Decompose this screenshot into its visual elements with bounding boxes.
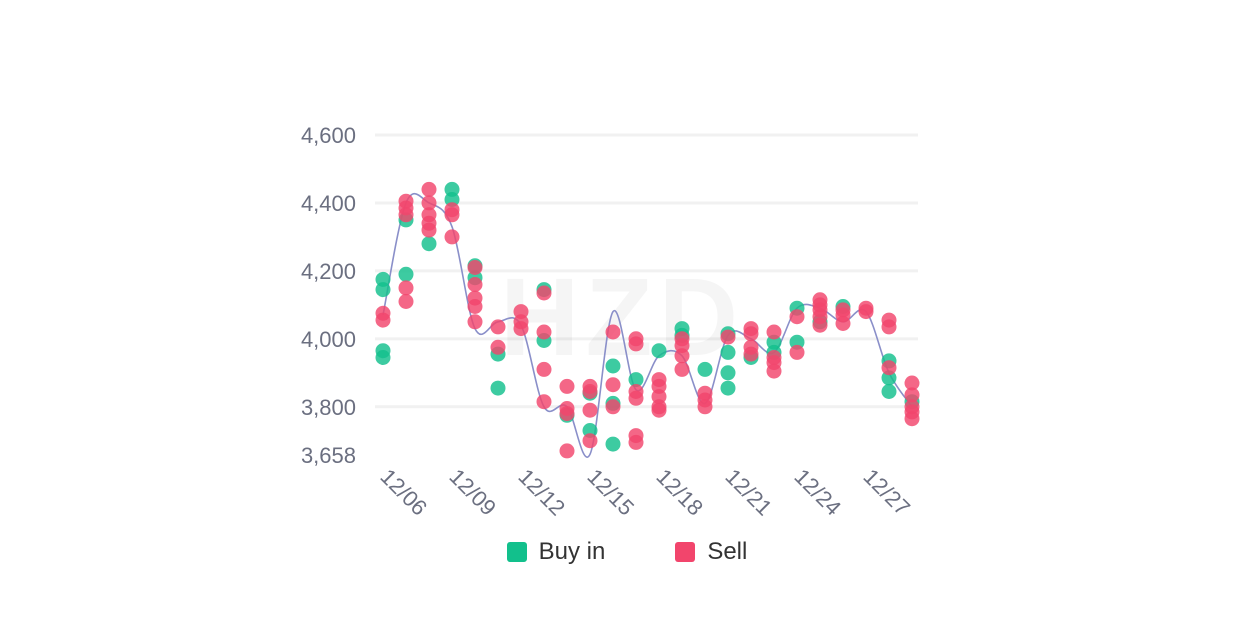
x-tick-label: 12/12 <box>513 464 570 521</box>
sell-point <box>628 336 644 352</box>
y-tick-label: 4,200 <box>301 259 356 284</box>
sell-point <box>605 324 621 340</box>
x-tick-label: 12/24 <box>789 464 846 521</box>
sell-point <box>559 443 575 459</box>
sell-point <box>858 304 874 320</box>
buy-in-point <box>651 343 667 359</box>
buy-in-point <box>398 266 414 282</box>
sell-point <box>881 360 897 376</box>
x-axis: 12/06 12/09 12/12 12/15 12/18 12/21 12/24 12/27 <box>375 464 915 521</box>
x-tick-label: 12/27 <box>858 464 915 521</box>
sell-point <box>628 434 644 450</box>
sell-point <box>789 309 805 325</box>
sell-point <box>789 344 805 360</box>
sell-point <box>697 399 713 415</box>
x-tick-label: 12/18 <box>651 464 708 521</box>
sell-point <box>766 324 782 340</box>
sell-point <box>398 294 414 309</box>
buy-in-point <box>881 384 897 399</box>
sell-point <box>582 402 598 418</box>
sell-point <box>720 329 736 345</box>
sell-point <box>421 181 437 197</box>
legend-swatch-buy-in <box>506 542 527 562</box>
buy-in-point <box>697 361 713 377</box>
sell-point <box>766 363 782 379</box>
legend-label-sell: Sell <box>707 538 748 565</box>
sell-point <box>536 361 552 377</box>
sell-points <box>375 181 920 459</box>
sell-point <box>559 378 575 394</box>
sell-point <box>536 285 552 301</box>
sell-point <box>904 387 920 403</box>
sell-point <box>835 316 851 331</box>
buy-in-point <box>720 365 736 381</box>
sell-point <box>674 348 690 364</box>
legend-swatch-sell <box>675 542 696 562</box>
buy-in-point <box>421 236 437 252</box>
sell-point <box>582 384 598 399</box>
sell-point <box>674 361 690 377</box>
sell-point <box>743 346 759 362</box>
legend-label-buy-in: Buy in <box>538 538 606 565</box>
x-tick-label: 12/09 <box>444 464 501 521</box>
sell-point <box>536 324 552 340</box>
legend: Buy in Sell <box>0 538 1254 566</box>
watermark-text: HZD <box>500 256 744 379</box>
sell-point <box>904 375 920 391</box>
x-tick-label: 12/06 <box>375 464 432 521</box>
buy-in-point <box>375 282 391 298</box>
y-axis: 4,600 4,400 4,200 4,000 3,800 3,658 <box>301 123 356 468</box>
x-tick-label: 12/15 <box>582 464 639 521</box>
y-tick-label: 4,400 <box>301 191 356 216</box>
gridlines <box>375 133 918 409</box>
buy-in-point <box>720 344 736 360</box>
sell-point <box>444 207 460 223</box>
sell-point <box>421 195 437 211</box>
sell-point <box>467 260 483 275</box>
y-tick-label: 3,800 <box>301 395 356 420</box>
sell-point <box>605 377 621 393</box>
sell-point <box>536 394 552 410</box>
buy-in-point <box>628 372 644 388</box>
sell-point <box>812 317 828 333</box>
sell-point <box>904 411 920 427</box>
sell-point <box>398 280 414 296</box>
y-tick-label: 4,600 <box>301 123 356 148</box>
buy-in-point <box>605 358 621 374</box>
sell-point <box>467 277 483 292</box>
sell-point <box>375 312 391 328</box>
buy-in-point <box>490 380 506 396</box>
sell-point <box>881 319 897 335</box>
sell-point <box>513 321 529 337</box>
sell-point <box>490 339 506 355</box>
sell-point <box>743 326 759 342</box>
sell-point <box>444 229 460 245</box>
buy-in-point <box>605 436 621 452</box>
legend-item-sell[interactable]: Sell <box>675 538 747 566</box>
y-tick-label: 3,658 <box>301 443 356 468</box>
sell-point <box>582 433 598 449</box>
sell-point <box>651 402 667 418</box>
x-tick-label: 12/21 <box>720 464 777 521</box>
sell-point <box>467 314 483 330</box>
sell-point <box>398 207 414 223</box>
y-tick-label: 4,000 <box>301 327 356 352</box>
sell-point <box>605 399 621 415</box>
sell-point <box>467 299 483 314</box>
buy-in-point <box>375 350 391 365</box>
legend-item-buy-in[interactable]: Buy in <box>506 538 606 566</box>
sell-point <box>559 406 575 422</box>
sell-point <box>490 319 506 335</box>
sell-point <box>628 390 644 406</box>
buy-in-point <box>720 380 736 396</box>
sell-point <box>421 222 437 238</box>
